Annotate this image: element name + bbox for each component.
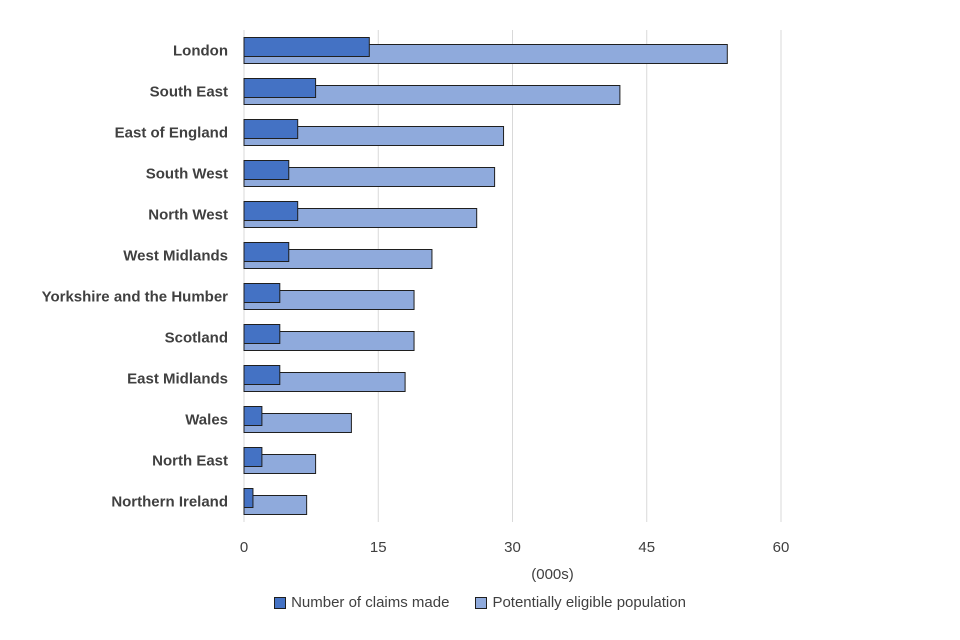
bar-claims-west-midlands bbox=[243, 242, 290, 262]
category-label-east-midlands: East Midlands bbox=[127, 371, 228, 388]
legend-label-claims: Number of claims made bbox=[291, 594, 450, 611]
category-label-north-west: North West bbox=[148, 207, 228, 224]
x-axis-title: (000s) bbox=[531, 566, 574, 583]
legend: Number of claims made Potentially eligib… bbox=[0, 594, 960, 611]
legend-swatch-claims bbox=[274, 596, 287, 609]
bars bbox=[243, 37, 728, 515]
x-tick-label-0: 0 bbox=[240, 539, 248, 556]
bar-claims-wales bbox=[243, 406, 263, 426]
category-label-scotland: Scotland bbox=[165, 330, 228, 347]
bar-claims-east-of-england bbox=[243, 119, 299, 139]
category-label-london: London bbox=[173, 43, 228, 60]
bar-claims-east-midlands bbox=[243, 365, 281, 385]
legend-swatch-eligible bbox=[475, 596, 488, 609]
bar-claims-yorkshire-and-the-humber bbox=[243, 283, 281, 303]
category-label-west-midlands: West Midlands bbox=[123, 248, 228, 265]
bar-claims-scotland bbox=[243, 324, 281, 344]
category-label-south-east: South East bbox=[150, 84, 228, 101]
x-tick-labels: 0 15 30 45 60 bbox=[240, 539, 790, 556]
x-tick-label-60: 60 bbox=[773, 539, 790, 556]
x-tick-label-30: 30 bbox=[504, 539, 521, 556]
x-tick-label-15: 15 bbox=[370, 539, 387, 556]
category-labels: London South East East of England South Wes… bbox=[42, 43, 229, 511]
bar-claims-south-east bbox=[243, 78, 317, 98]
x-tick-label-45: 45 bbox=[638, 539, 655, 556]
bar-claims-south-west bbox=[243, 160, 290, 180]
legend-label-eligible: Potentially eligible population bbox=[492, 594, 686, 611]
category-label-northern-ireland: Northern Ireland bbox=[111, 494, 228, 511]
bar-chart: London South East East of England South Wes… bbox=[42, 30, 790, 583]
category-label-east-of-england: East of England bbox=[115, 125, 228, 142]
bar-claims-north-east bbox=[243, 447, 263, 467]
legend-item-eligible: Potentially eligible population bbox=[475, 594, 686, 611]
gridlines bbox=[243, 30, 782, 522]
category-label-yorkshire-and-the-humber: Yorkshire and the Humber bbox=[42, 289, 229, 306]
category-label-south-west: South West bbox=[146, 166, 228, 183]
bar-claims-north-west bbox=[243, 201, 299, 221]
legend-item-claims: Number of claims made bbox=[274, 594, 449, 611]
bar-claims-london bbox=[243, 37, 370, 57]
category-label-north-east: North East bbox=[152, 453, 228, 470]
category-label-wales: Wales bbox=[185, 412, 228, 429]
bar-claims-northern-ireland bbox=[243, 488, 254, 508]
